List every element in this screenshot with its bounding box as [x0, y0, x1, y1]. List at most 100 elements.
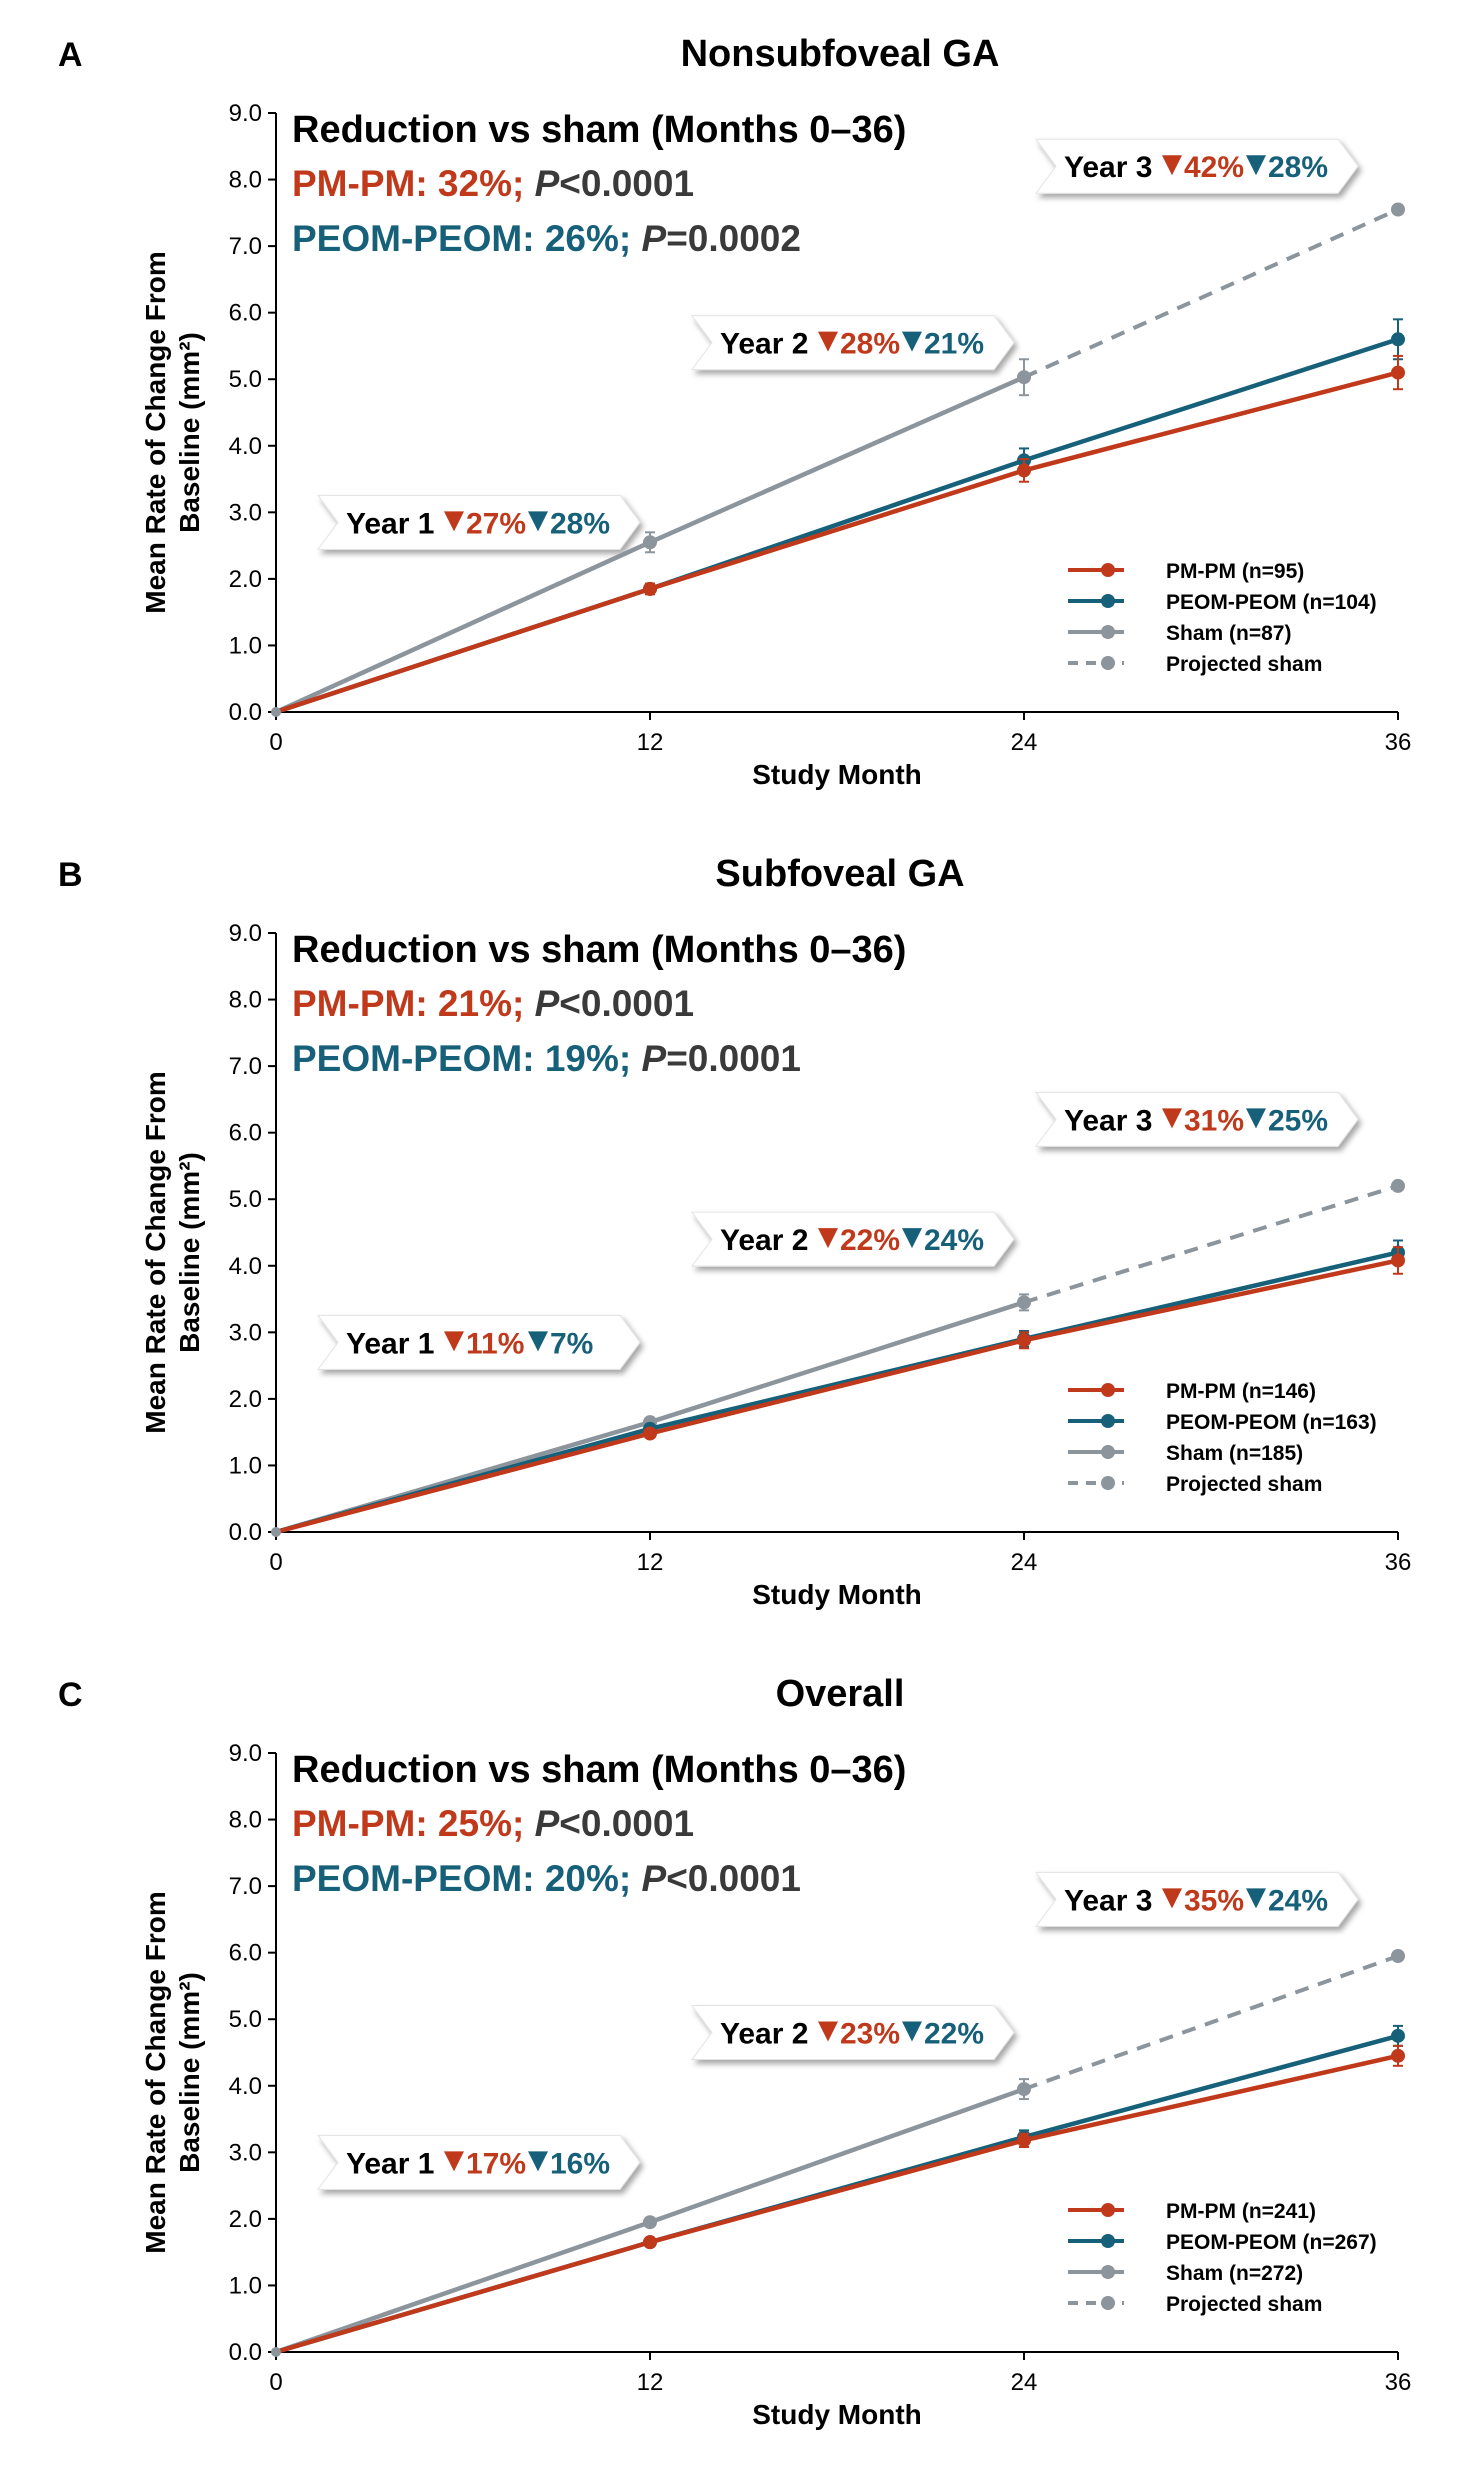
origin-point [271, 2347, 281, 2357]
callout-box [691, 1211, 1015, 1267]
callout-peom-value: 25% [1268, 1104, 1328, 1137]
callout-pm-value: 23% [840, 2018, 900, 2051]
panel-c: C Overall 0.0 1.0 2.0 3.0 4.0 5.0 6.0 7.0 8.0 9.0 0 1… [58, 1673, 1411, 2430]
y-tick-label: 1.0 [229, 632, 262, 659]
y-tick-label: 9.0 [229, 1740, 262, 1767]
data-point [1017, 2133, 1031, 2148]
panel-letter: A [58, 36, 83, 74]
summary-peom: PEOM-PEOM: 26%; P=0.0002 [292, 218, 801, 259]
y-tick-label: 7.0 [229, 233, 262, 260]
legend: PM-PM (n=241) PEOM-PEOM (n=267) Sham (n=27… [1068, 2200, 1377, 2316]
down-triangle-icon [444, 511, 464, 532]
series-proj [1023, 202, 1405, 380]
legend-marker [1101, 656, 1115, 670]
y-tick-label: 7.0 [229, 1053, 262, 1080]
data-point [643, 535, 657, 550]
legend-label: Projected sham [1166, 653, 1322, 676]
legend-marker [1101, 1383, 1115, 1397]
y-tick-label: 6.0 [229, 1940, 262, 1967]
legend-marker [1101, 1476, 1115, 1490]
y-tick-label: 0.0 [229, 1519, 262, 1546]
legend-marker [1101, 2265, 1115, 2279]
data-point [1391, 2048, 1405, 2063]
legend-marker [1101, 2234, 1115, 2248]
summary-heading: Reduction vs sham (Months 0–36) [292, 109, 906, 151]
down-triangle-icon [528, 511, 548, 532]
down-triangle-icon [902, 2021, 922, 2042]
year-callout: Year 3 35% 24% [1035, 1871, 1359, 1927]
series-line [1023, 207, 1399, 380]
y-tick-label: 3.0 [229, 499, 262, 526]
down-triangle-icon [1162, 155, 1182, 176]
panel-title: Overall [776, 1673, 905, 1715]
down-triangle-icon [444, 1331, 464, 1352]
data-point [643, 2215, 657, 2230]
x-tick-label: 0 [269, 2369, 282, 2396]
series-line [275, 370, 1399, 715]
data-point [643, 1426, 657, 1441]
callout-pm-value: 42% [1184, 151, 1244, 184]
callout-box [691, 2005, 1015, 2061]
x-tick-label: 36 [1385, 2369, 1412, 2396]
panel-letter: C [58, 1676, 83, 1714]
down-triangle-icon [818, 331, 838, 352]
callout-peom-value: 7% [550, 1327, 593, 1360]
legend-label: Sham (n=272) [1166, 2262, 1303, 2285]
legend-label: PM-PM (n=146) [1166, 1380, 1316, 1403]
x-tick-label: 24 [1011, 2369, 1038, 2396]
legend-marker [1101, 1414, 1115, 1428]
legend-label: Sham (n=185) [1166, 1442, 1303, 1465]
callout-pm-value: 35% [1184, 1884, 1244, 1917]
y-tick-label: 0.0 [229, 699, 262, 726]
data-point [1017, 1295, 1031, 1310]
callout-year: Year 3 [1064, 151, 1152, 184]
y-axis-title: Mean Rate of Change From Baseline (mm²) [140, 1071, 205, 1433]
series-line [275, 2053, 1399, 2355]
legend-label: PM-PM (n=241) [1166, 2200, 1316, 2223]
y-tick-label: 0.0 [229, 2339, 262, 2366]
callout-pm-value: 11% [466, 1327, 524, 1360]
callout-year: Year 2 [720, 2018, 808, 2051]
x-tick-label: 0 [269, 1549, 282, 1576]
down-triangle-icon [528, 1331, 548, 1352]
callout-peom-value: 22% [924, 2018, 984, 2051]
down-triangle-icon [902, 1228, 922, 1249]
summary-peom: PEOM-PEOM: 20%; P<0.0001 [292, 1858, 801, 1899]
y-axis-title: Mean Rate of Change From Baseline (mm²) [140, 251, 205, 613]
year-callout: Year 2 23% 22% [691, 2005, 1015, 2061]
legend: PM-PM (n=95) PEOM-PEOM (n=104) Sham (n=87)… [1068, 560, 1377, 676]
data-point [643, 2235, 657, 2250]
series-line [275, 1250, 1399, 1535]
year-callout: Year 2 22% 24% [691, 1211, 1015, 1267]
callout-pm-value: 31% [1184, 1104, 1244, 1137]
callout-pm-value: 17% [466, 2147, 526, 2180]
x-axis-title: Study Month [752, 1579, 922, 1610]
series-pm [275, 2044, 1405, 2355]
x-tick-label: 0 [269, 729, 282, 756]
callout-pm-value: 28% [840, 328, 900, 361]
panel-b: B Subfoveal GA 0.0 1.0 2.0 3.0 4.0 5.0 6.0 7.0 8.0… [58, 853, 1411, 1610]
down-triangle-icon [818, 1228, 838, 1249]
series-proj [1023, 1178, 1405, 1305]
x-tick-label: 12 [637, 729, 664, 756]
y-tick-label: 4.0 [229, 2073, 262, 2100]
y-tick-label: 5.0 [229, 366, 262, 393]
y-tick-label: 2.0 [229, 2206, 262, 2233]
data-point [1391, 2028, 1405, 2043]
y-axis-title: Mean Rate of Change From Baseline (mm²) [140, 1891, 205, 2253]
year-callout: Year 1 11% 7% [317, 1314, 641, 1370]
origin-point [271, 707, 281, 717]
data-point [1391, 1178, 1405, 1193]
callout-peom-value: 16% [550, 2147, 610, 2180]
callout-year: Year 1 [346, 2147, 434, 2180]
series-line [275, 1258, 1399, 1535]
legend-label: Projected sham [1166, 1473, 1322, 1496]
y-tick-label: 3.0 [229, 1319, 262, 1346]
legend-label: PEOM-PEOM (n=163) [1166, 1411, 1377, 1434]
down-triangle-icon [1246, 155, 1266, 176]
callout-box [691, 315, 1015, 371]
y-tick-label: 9.0 [229, 920, 262, 947]
y-tick-label: 1.0 [229, 2272, 262, 2299]
legend-label: PM-PM (n=95) [1166, 560, 1304, 583]
year-callout: Year 2 28% 21% [691, 315, 1015, 371]
